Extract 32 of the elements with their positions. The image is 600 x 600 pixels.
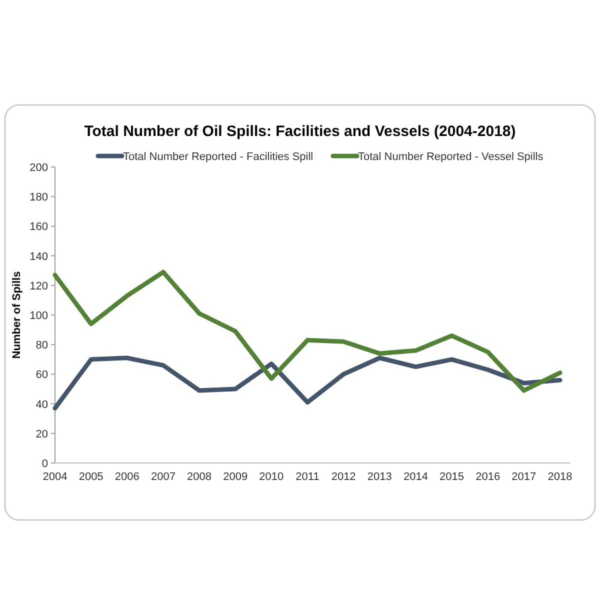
legend-label: Total Number Reported - Vessel Spills <box>358 151 544 163</box>
y-tick-label: 60 <box>36 369 48 382</box>
x-tick-label: 2012 <box>331 471 356 483</box>
x-tick-label: 2009 <box>223 471 248 483</box>
x-tick-label: 2016 <box>476 471 500 483</box>
y-tick-label: 0 <box>42 458 48 470</box>
x-tick-label: 2014 <box>403 471 428 483</box>
chart-title: Total Number of Oil Spills: Facilities and Vessels (2004-2018) <box>84 123 516 140</box>
y-tick-label: 100 <box>30 310 48 322</box>
y-tick-label: 200 <box>30 162 48 174</box>
y-tick-label: 80 <box>36 340 48 352</box>
x-tick-label: 2017 <box>512 471 536 483</box>
y-tick-label: 40 <box>36 398 48 411</box>
x-tick-label: 2005 <box>78 471 104 483</box>
x-tick-label: 2006 <box>114 471 140 483</box>
x-tick-label: 2011 <box>296 471 320 483</box>
x-tick-label: 2015 <box>440 471 464 483</box>
x-tick-label: 2018 <box>548 471 572 483</box>
y-tick-label: 140 <box>30 250 48 263</box>
x-tick-label: 2007 <box>150 471 176 483</box>
legend-label: Total Number Reported - Facilities Spill <box>123 151 314 163</box>
y-tick-label: 180 <box>30 192 48 204</box>
y-tick-label: 160 <box>30 221 48 234</box>
x-tick-label: 2004 <box>42 471 68 483</box>
y-tick-label: 120 <box>30 280 48 292</box>
x-tick-label: 2010 <box>259 471 284 483</box>
x-tick-label: 2008 <box>187 471 212 483</box>
y-tick-label: 20 <box>36 428 48 440</box>
x-tick-label: 2013 <box>367 471 392 483</box>
line-series <box>52 356 562 410</box>
line-series <box>52 270 562 393</box>
y-axis-title: Number of Spills <box>11 271 23 359</box>
